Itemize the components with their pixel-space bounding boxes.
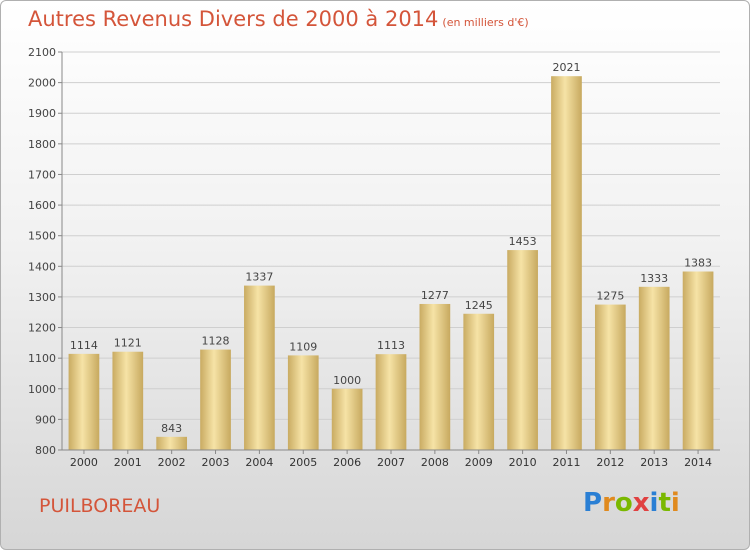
x-tick-label: 2013 xyxy=(640,456,668,469)
bars: 1114 1121 843 1128 1337 1109 1000 1113 1277 1245 1… xyxy=(68,61,714,450)
x-tick-label: 2011 xyxy=(552,456,580,469)
x-axis: 2000 2001 2002 2003 2004 2005 2006 2007 2008 2009… xyxy=(62,449,720,469)
bar xyxy=(551,76,582,450)
y-tick-label: 2100 xyxy=(28,46,56,59)
x-tick-label: 2004 xyxy=(245,456,273,469)
x-tick-label: 2009 xyxy=(465,456,493,469)
bar xyxy=(287,355,319,450)
bar-value-label: 1277 xyxy=(421,289,449,302)
x-tick-label: 2014 xyxy=(684,456,712,469)
chart-title: Autres Revenus Divers de 2000 à 2014 (en … xyxy=(28,7,529,31)
bar-value-label: 1245 xyxy=(465,299,493,312)
y-tick-label: 1600 xyxy=(28,199,56,212)
proxiti-logo: Proxiti xyxy=(583,488,680,518)
y-tick-label: 1000 xyxy=(28,383,56,396)
bar xyxy=(463,313,495,450)
x-tick-label: 2010 xyxy=(509,456,537,469)
logo-letter: i xyxy=(649,488,659,518)
bar-value-label: 1453 xyxy=(509,235,537,248)
bar-value-label: 1333 xyxy=(640,272,668,285)
x-tick-label: 2000 xyxy=(70,456,98,469)
x-tick-label: 2003 xyxy=(202,456,230,469)
bar-value-label: 1109 xyxy=(289,340,317,353)
y-tick-label: 1100 xyxy=(28,352,56,365)
bar xyxy=(112,351,144,450)
y-tick-label: 1900 xyxy=(28,107,56,120)
bar xyxy=(375,354,407,450)
y-tick-label: 1700 xyxy=(28,168,56,181)
y-tick-label: 2000 xyxy=(28,77,56,90)
bar xyxy=(419,303,451,450)
bar-value-label: 1114 xyxy=(70,339,98,352)
y-tick-label: 800 xyxy=(35,444,56,457)
bar-value-label: 1275 xyxy=(596,290,624,303)
bar xyxy=(200,349,231,450)
bar-value-label: 2021 xyxy=(552,61,580,74)
x-tick-label: 2005 xyxy=(289,456,317,469)
y-tick-label: 1800 xyxy=(28,138,56,151)
chart-title-text: Autres Revenus Divers de 2000 à 2014 xyxy=(28,7,439,31)
y-tick-label: 1400 xyxy=(28,260,56,273)
bar-value-label: 1000 xyxy=(333,374,361,387)
bar-value-label: 1113 xyxy=(377,339,405,352)
y-axis: 800 900 1000 1100 1200 1300 1400 1500 1600 1700 18… xyxy=(28,46,63,457)
bar-value-label: 1337 xyxy=(245,271,273,284)
logo-letter: t xyxy=(658,488,671,518)
bar xyxy=(507,250,538,450)
bar-value-label: 1121 xyxy=(114,337,142,350)
x-tick-label: 2012 xyxy=(596,456,624,469)
logo-letter: o xyxy=(614,488,633,518)
x-tick-label: 2008 xyxy=(421,456,449,469)
logo-letter: P xyxy=(583,488,603,518)
x-tick-label: 2002 xyxy=(158,456,186,469)
logo-letter: x xyxy=(632,488,650,518)
bar-value-label: 1383 xyxy=(684,257,712,270)
y-tick-label: 1300 xyxy=(28,291,56,304)
y-tick-label: 900 xyxy=(35,413,56,426)
bar xyxy=(156,436,188,450)
bar xyxy=(638,286,670,450)
x-tick-label: 2006 xyxy=(333,456,361,469)
x-tick-label: 2007 xyxy=(377,456,405,469)
bar xyxy=(244,285,275,450)
x-tick-label: 2001 xyxy=(114,456,142,469)
y-tick-label: 1200 xyxy=(28,322,56,335)
bar xyxy=(682,271,714,450)
bar-value-label: 843 xyxy=(161,422,182,435)
chart-subtitle: (en milliers d'€) xyxy=(442,16,529,29)
bar xyxy=(68,353,100,450)
bar-value-label: 1128 xyxy=(202,335,230,348)
commune-name: PUILBOREAU xyxy=(39,495,161,517)
bar xyxy=(594,304,626,450)
logo-letter: i xyxy=(670,488,680,518)
bar xyxy=(331,388,363,450)
logo-letter: r xyxy=(602,488,615,518)
y-tick-label: 1500 xyxy=(28,230,56,243)
